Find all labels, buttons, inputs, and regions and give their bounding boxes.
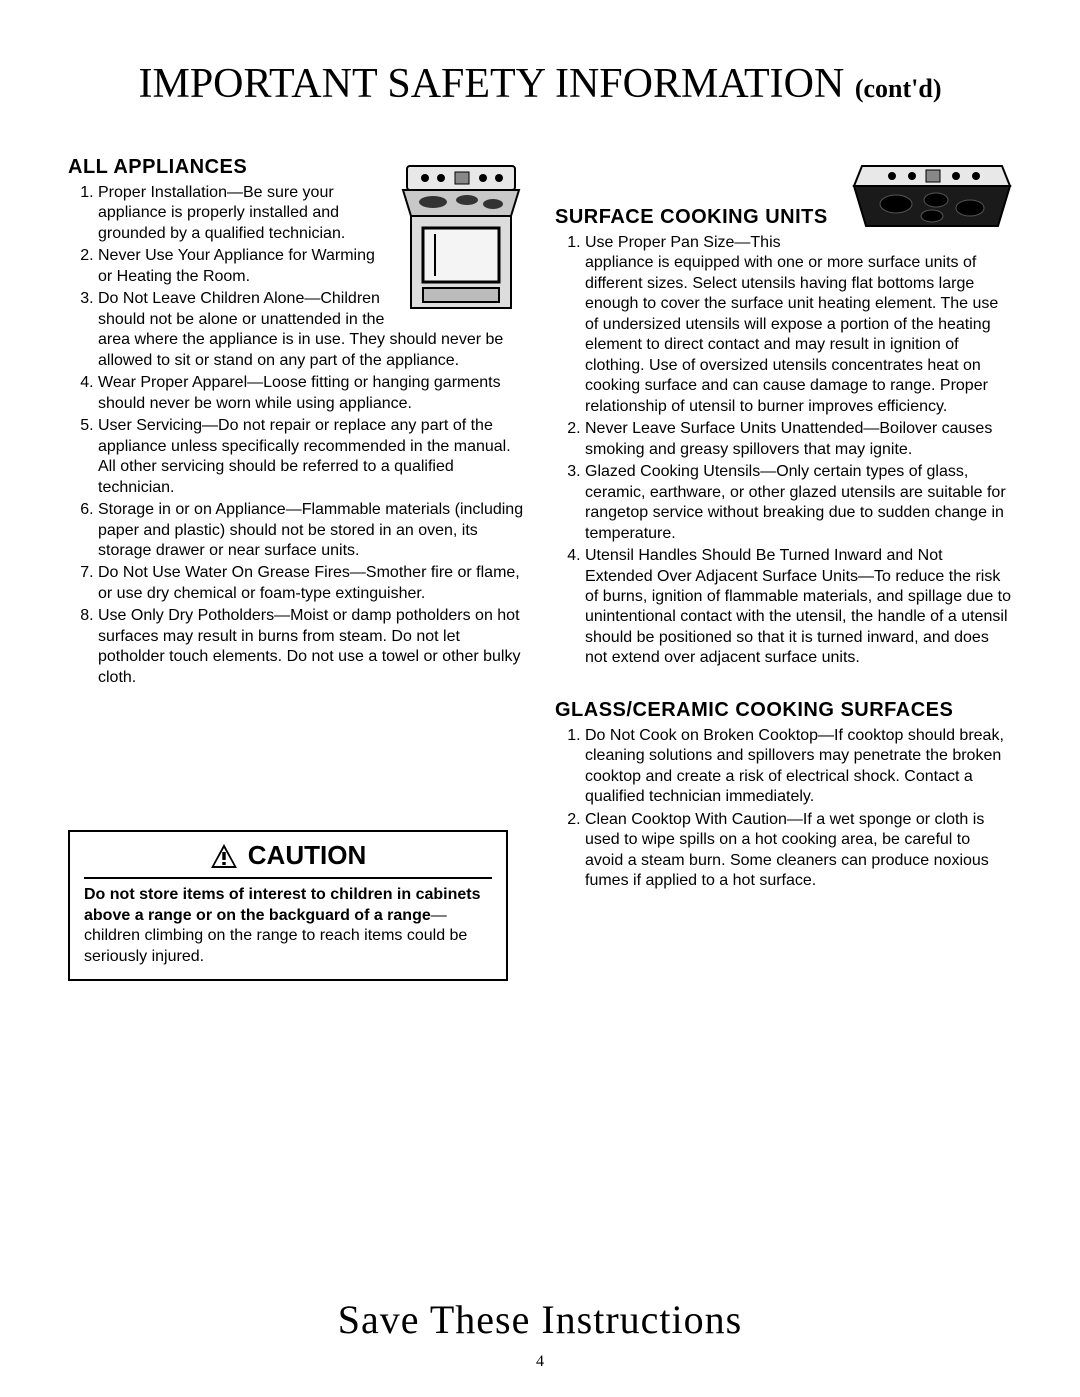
manual-page: IMPORTANT SAFETY INFORMATION (cont'd) <box>0 0 1080 1397</box>
page-number: 4 <box>0 1353 1080 1371</box>
list-item: Glazed Cooking Utensils—Only certain typ… <box>585 462 1012 544</box>
caution-header: CAUTION <box>84 840 492 879</box>
footer-instruction: Save These Instructions <box>0 1296 1080 1343</box>
list-item: Storage in or on Appliance—Flammable mat… <box>98 500 525 561</box>
caution-label: CAUTION <box>248 840 366 871</box>
surface-cooking-list: Use Proper Pan Size—This appliance is eq… <box>555 233 1012 669</box>
cooktop-icon <box>852 156 1012 236</box>
caution-bold-text: Do not store items of interest to childr… <box>84 886 481 923</box>
caution-box: CAUTION Do not store items of interest t… <box>68 830 508 981</box>
list-item: Use Only Dry Potholders—Moist or damp po… <box>98 606 525 688</box>
glass-ceramic-heading: Glass/Ceramic Cooking Surfaces <box>555 699 1012 722</box>
title-main-text: IMPORTANT SAFETY INFORMATION <box>138 61 854 107</box>
caution-body: Do not store items of interest to childr… <box>84 885 492 967</box>
stove-icon <box>397 156 525 316</box>
list-item: Clean Cooktop With Caution—If a wet spon… <box>585 810 1012 892</box>
page-title: IMPORTANT SAFETY INFORMATION (cont'd) <box>68 60 1012 108</box>
list-item: Do Not Use Water On Grease Fires—Smother… <box>98 563 525 604</box>
glass-ceramic-list: Do Not Cook on Broken Cooktop—If cooktop… <box>555 726 1012 892</box>
content-columns: All Appliances Proper Installation—Be su… <box>68 156 1012 981</box>
warning-triangle-icon <box>210 843 238 869</box>
list-item: Wear Proper Apparel—Loose fitting or han… <box>98 373 525 414</box>
list-item: Do Not Cook on Broken Cooktop—If cooktop… <box>585 726 1012 808</box>
right-column: Surface Cooking Units Use Proper Pan Siz… <box>555 156 1012 981</box>
list-item: Never Leave Surface Units Unattended—Boi… <box>585 419 1012 460</box>
left-column: All Appliances Proper Installation—Be su… <box>68 156 525 981</box>
list-item: User Servicing—Do not repair or replace … <box>98 416 525 498</box>
list-item: Utensil Handles Should Be Turned Inward … <box>585 546 1012 669</box>
surface-cooking-section: Surface Cooking Units Use Proper Pan Siz… <box>555 156 1012 671</box>
title-suffix: (cont'd) <box>855 74 942 103</box>
all-appliances-section: All Appliances Proper Installation—Be su… <box>68 156 525 690</box>
list-item: Use Proper Pan Size—This appliance is eq… <box>585 233 1012 417</box>
